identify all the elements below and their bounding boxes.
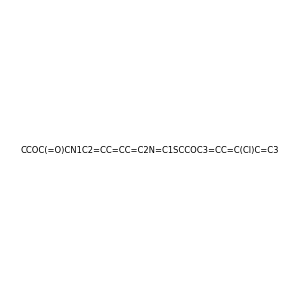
Text: CCOC(=O)CN1C2=CC=CC=C2N=C1SCCOC3=CC=C(Cl)C=C3: CCOC(=O)CN1C2=CC=CC=C2N=C1SCCOC3=CC=C(Cl… [21, 146, 279, 154]
